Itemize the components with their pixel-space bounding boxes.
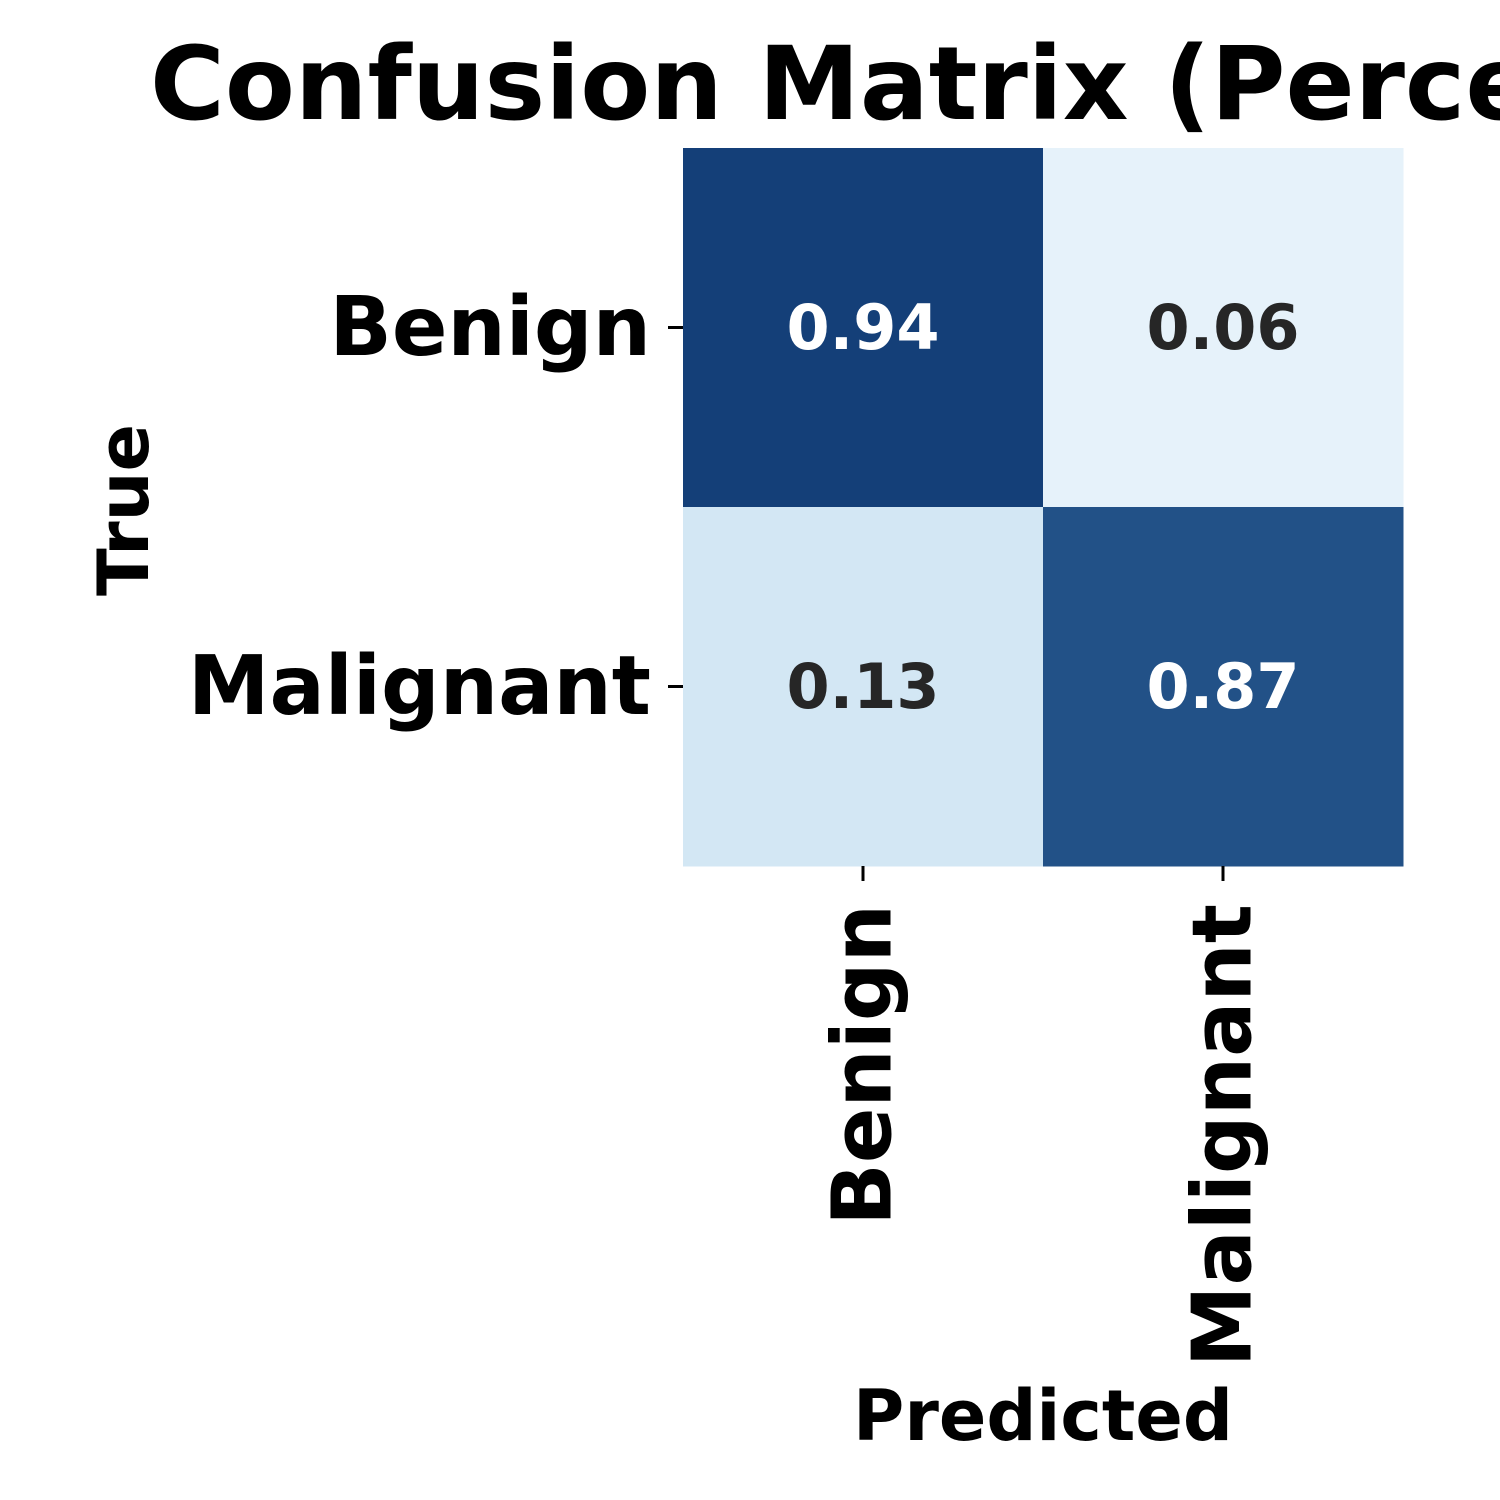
heatmap-cell-benign-benign bbox=[683, 148, 1044, 508]
title-container: Confusion Matrix (Perce bbox=[0, 0, 1500, 150]
y-axis-label: True bbox=[83, 424, 165, 596]
x-tick-label: Benign bbox=[816, 904, 911, 1226]
x-axis-ticks: Benign Malignant bbox=[816, 866, 1271, 1367]
x-tick-label: Malignant bbox=[1176, 904, 1271, 1367]
heatmap-cell-benign-malignant bbox=[1043, 148, 1404, 508]
chart-title: Confusion Matrix (Perce bbox=[150, 25, 1500, 144]
cell-value-label: 0.13 bbox=[787, 650, 940, 723]
y-tick-label: Benign bbox=[329, 280, 651, 375]
y-axis-ticks: Benign Malignant bbox=[188, 280, 683, 734]
heatmap-cell-malignant-malignant bbox=[1043, 507, 1404, 867]
y-tick-label: Malignant bbox=[188, 639, 651, 734]
heatmap-cells bbox=[683, 148, 1404, 867]
cell-value-label: 0.06 bbox=[1147, 291, 1300, 364]
heatmap-value-labels: 0.94 0.06 0.13 0.87 bbox=[787, 291, 1300, 723]
heatmap-cell-malignant-benign bbox=[683, 507, 1044, 867]
cell-value-label: 0.87 bbox=[1147, 650, 1300, 723]
cell-value-label: 0.94 bbox=[787, 291, 940, 364]
x-axis-label: Predicted bbox=[853, 1375, 1233, 1457]
